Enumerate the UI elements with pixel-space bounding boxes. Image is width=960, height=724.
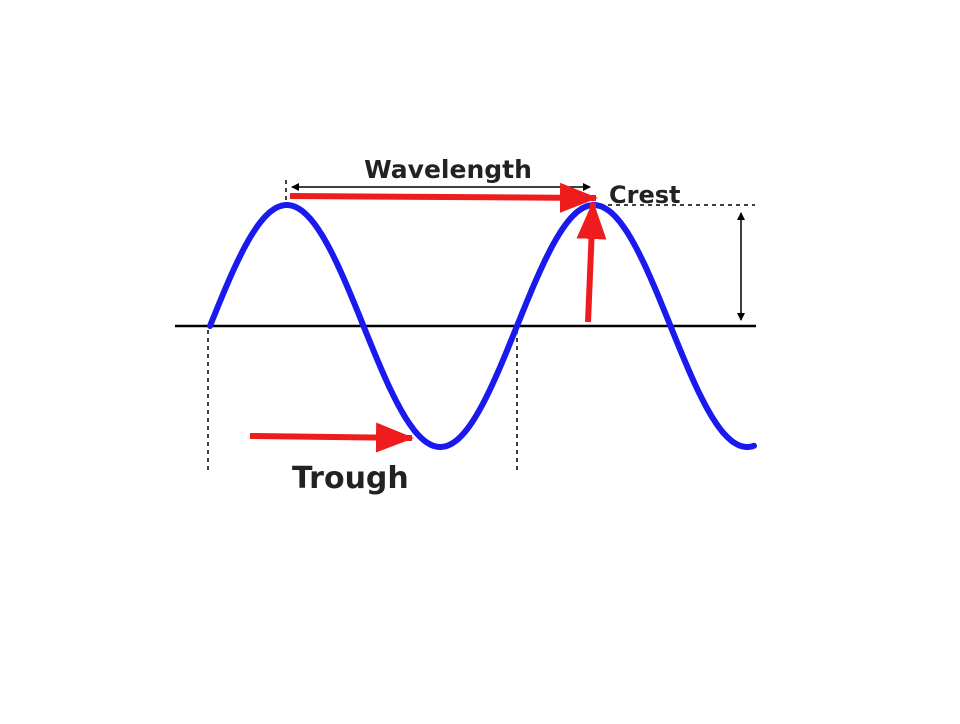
trough-arrow: [249, 422, 414, 453]
wavelength-label: Wavelength: [364, 155, 532, 184]
guides: [207, 180, 755, 470]
trough-label: Trough: [292, 461, 409, 496]
crest-label: Crest: [609, 181, 680, 209]
crest-arrow: [576, 201, 607, 323]
red-arrows: [249, 182, 607, 453]
sine-wave: [207, 201, 757, 451]
wavelength-arrow: [289, 182, 598, 213]
